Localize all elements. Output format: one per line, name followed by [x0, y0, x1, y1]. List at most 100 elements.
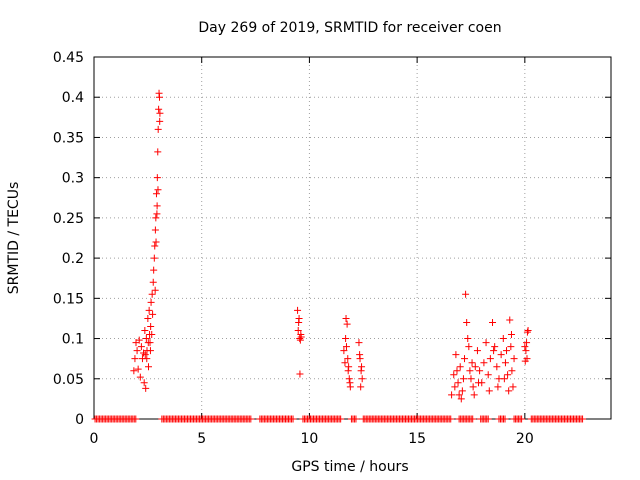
x-tick-label: 0: [90, 431, 99, 447]
data-point: [450, 371, 458, 379]
data-point: [470, 391, 478, 399]
x-tick-label: 5: [197, 431, 206, 447]
data-point: [501, 359, 509, 367]
data-point: [500, 375, 508, 383]
data-point: [133, 347, 141, 355]
data-point: [480, 359, 488, 367]
data-point: [130, 367, 138, 375]
data-point: [148, 290, 156, 298]
data-point: [355, 339, 363, 347]
data-point: [463, 318, 471, 326]
data-point: [468, 359, 476, 367]
data-point: [294, 306, 302, 314]
data-point: [352, 415, 360, 423]
x-tick-label: 10: [301, 431, 319, 447]
y-tick-label: 0.15: [53, 291, 84, 307]
data-point: [296, 336, 304, 344]
data-point: [341, 359, 349, 367]
data-point: [151, 286, 159, 294]
data-point: [491, 343, 499, 351]
data-point: [457, 395, 465, 403]
data-point: [356, 351, 364, 359]
data-point: [345, 375, 353, 383]
data-point: [466, 367, 474, 375]
data-point: [358, 375, 366, 383]
data-point: [142, 335, 150, 343]
data-point: [346, 379, 354, 387]
data-point: [524, 327, 532, 335]
y-tick-label: 0.4: [62, 90, 84, 106]
data-point: [151, 242, 159, 250]
data-point: [471, 363, 479, 371]
x-axis-label: GPS time / hours: [291, 459, 408, 475]
data-point: [486, 355, 494, 363]
data-point: [155, 105, 163, 113]
data-point: [153, 202, 161, 210]
data-point: [467, 375, 475, 383]
data-point: [145, 363, 152, 371]
data-point: [493, 363, 501, 371]
data-point: [521, 343, 529, 351]
data-point: [142, 384, 150, 392]
data-point: [141, 351, 149, 359]
data-point: [147, 298, 155, 306]
data-point: [456, 363, 464, 371]
data-point: [154, 125, 162, 133]
data-point: [490, 347, 498, 355]
data-point: [462, 290, 470, 298]
plot-frame: [93, 56, 612, 420]
data-point: [459, 375, 467, 383]
axis-ticks: 0 0.05 0.1 0.15 0.2 0.25 0.3 0.35 0.4 0.45 0 5 10 15 2…: [53, 50, 611, 447]
chart-title: Day 269 of 2019, SRMTID for receiver coe…: [198, 20, 501, 36]
data-point: [484, 415, 492, 423]
x-tick-label: 20: [516, 431, 534, 447]
data-point: [296, 335, 304, 343]
data-point: [143, 355, 151, 363]
data-point: [155, 93, 163, 101]
data-point: [510, 355, 518, 363]
data-point: [343, 320, 351, 328]
data-point: [507, 331, 515, 339]
data-point: [131, 355, 139, 363]
data-point: [150, 266, 158, 274]
data-point: [505, 387, 513, 395]
data-point: [132, 415, 140, 423]
data-point: [135, 336, 143, 344]
data-point: [340, 347, 348, 355]
data-point: [342, 343, 350, 351]
data-point: [465, 343, 473, 351]
data-point: [464, 335, 472, 343]
data-point: [453, 367, 461, 375]
data-point: [494, 383, 502, 391]
data-point: [150, 254, 158, 262]
data-point: [484, 371, 492, 379]
data-point: [151, 226, 159, 234]
data-point: [358, 363, 366, 371]
data-point: [134, 365, 142, 373]
data-point: [518, 415, 526, 423]
data-point: [153, 210, 161, 218]
data-point: [461, 355, 469, 363]
data-point: [247, 415, 255, 423]
data-point: [153, 174, 161, 182]
data-point: [297, 333, 305, 341]
data-point: [475, 379, 483, 387]
data-point: [506, 316, 514, 324]
data-point: [152, 214, 160, 222]
data-point: [447, 415, 455, 423]
data-point: [295, 314, 303, 322]
data-point: [345, 363, 353, 371]
data-point: [144, 339, 152, 347]
data-point: [485, 387, 493, 395]
data-point: [448, 391, 456, 399]
data-point: [579, 415, 587, 423]
y-tick-label: 0.3: [62, 171, 84, 187]
data-point: [454, 379, 462, 387]
data-point: [504, 371, 512, 379]
grid-lines: [94, 57, 611, 419]
data-point: [146, 347, 154, 355]
data-point: [289, 415, 297, 423]
data-point: [147, 322, 155, 330]
data-point: [507, 343, 515, 351]
